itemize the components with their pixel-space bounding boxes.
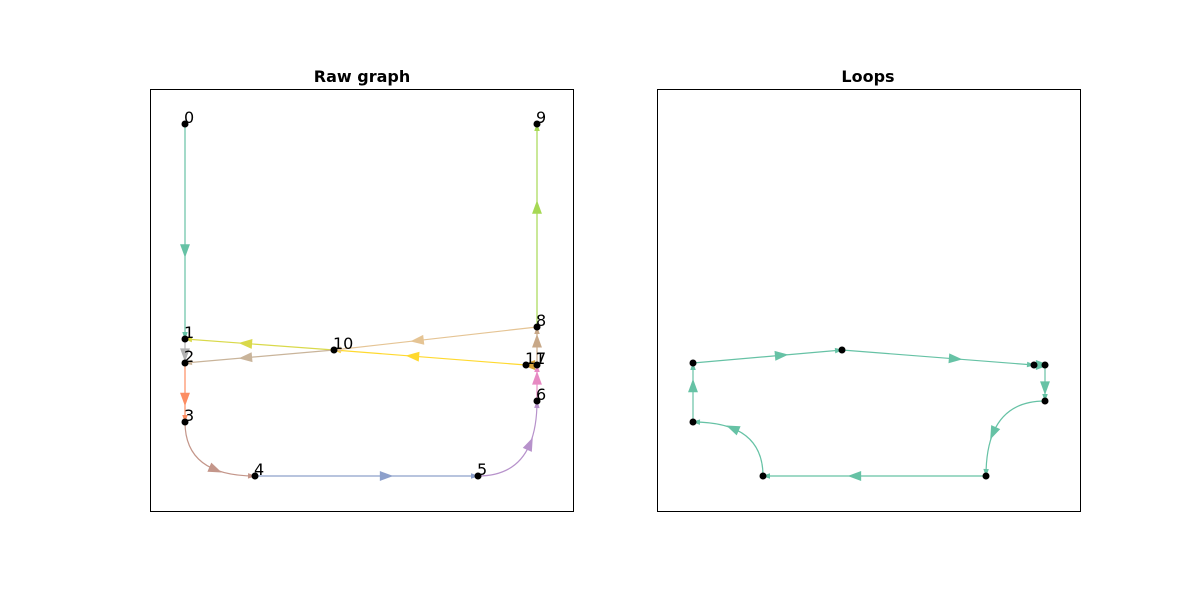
loop-edge-5-arrow (847, 471, 862, 481)
raw-graph-panel: Raw graph 0 1 2 3 4 5 6 7 8 9 10 11 (150, 67, 574, 512)
raw-edge-10-2-arrow (238, 352, 253, 363)
raw-node-label-8: 8 (536, 311, 546, 330)
raw-node-2 (181, 359, 189, 367)
raw-edge-10-1-arrow (238, 339, 253, 349)
raw-node-6 (533, 397, 541, 405)
raw-edge-4-5-arrow (379, 471, 394, 481)
raw-node-5 (474, 472, 482, 480)
loop-node-6 (759, 472, 767, 480)
loops-panel: Loops (657, 67, 1081, 512)
raw-node-label-3: 3 (184, 406, 194, 425)
loops-title: Loops (841, 67, 894, 86)
raw-node-label-9: 9 (536, 108, 546, 127)
raw-node-0 (181, 120, 189, 128)
raw-edge-8-9-arrow (532, 200, 542, 214)
raw-edge-11-10 (333, 349, 527, 366)
loop-edge-1-arrow (948, 353, 963, 364)
raw-node-label-11: 11 (525, 349, 545, 368)
loop-node-3 (1041, 361, 1049, 369)
loop-node-5 (982, 472, 990, 480)
raw-node-3 (181, 418, 189, 426)
raw-graph-nodes: 0 1 2 3 4 5 6 7 8 9 10 11 (181, 108, 546, 480)
raw-edge-5-6 (477, 400, 538, 477)
raw-edge-5-6-arrow (522, 437, 533, 452)
raw-edge-3-4-arrow (207, 462, 222, 473)
raw-graph-frame (150, 89, 574, 512)
loop-edge-7-arrow (688, 378, 698, 393)
loop-node-4 (1041, 397, 1049, 405)
raw-node-label-2: 2 (184, 347, 194, 366)
raw-edge-8-10 (333, 326, 538, 351)
raw-edge-8-10-arrow (410, 334, 425, 345)
raw-node-4 (251, 472, 259, 480)
raw-node-label-1: 1 (184, 323, 194, 342)
raw-node-label-6: 6 (536, 385, 546, 404)
loops-nodes (689, 346, 1049, 480)
raw-graph-title: Raw graph (314, 67, 410, 86)
loop-edge-4 (985, 400, 1046, 477)
loop-edge-0 (692, 349, 843, 364)
raw-edge-11-10-arrow (405, 351, 420, 362)
loop-node-2 (1030, 361, 1038, 369)
raw-edge-0-1-arrow (180, 244, 190, 258)
raw-node-label-5: 5 (477, 460, 487, 479)
raw-edge-10-2 (184, 349, 335, 364)
raw-edge-7-8-arrow (532, 333, 542, 348)
raw-node-label-4: 4 (254, 460, 264, 479)
raw-node-11 (522, 361, 530, 369)
raw-node-7 (533, 361, 541, 369)
raw-node-label-0: 0 (184, 108, 194, 127)
raw-node-8 (533, 323, 541, 331)
raw-node-9 (533, 120, 541, 128)
loop-edge-1 (841, 349, 1035, 366)
loop-edge-6 (692, 421, 764, 477)
raw-edge-6-7-arrow (532, 371, 542, 385)
raw-edge-1-2-arrow (180, 348, 190, 362)
raw-graph-edges (180, 123, 542, 481)
loop-edge-4-arrow (990, 425, 1001, 440)
raw-node-label-10: 10 (333, 334, 353, 353)
loop-node-0 (689, 359, 697, 367)
loops-edges (688, 347, 1050, 481)
raw-edge-2-3-arrow (180, 392, 190, 407)
loop-node-1 (838, 346, 846, 354)
loops-frame (657, 89, 1081, 512)
raw-node-1 (181, 335, 189, 343)
raw-edge-3-4 (184, 421, 256, 477)
loop-edge-0-arrow (774, 350, 789, 361)
loop-edge-6-arrow (726, 425, 741, 436)
loop-node-7 (689, 418, 697, 426)
raw-edge-10-1 (184, 338, 335, 351)
loop-edge-3-arrow (1040, 381, 1050, 395)
raw-node-10 (330, 346, 338, 354)
raw-node-label-7: 7 (536, 349, 546, 368)
